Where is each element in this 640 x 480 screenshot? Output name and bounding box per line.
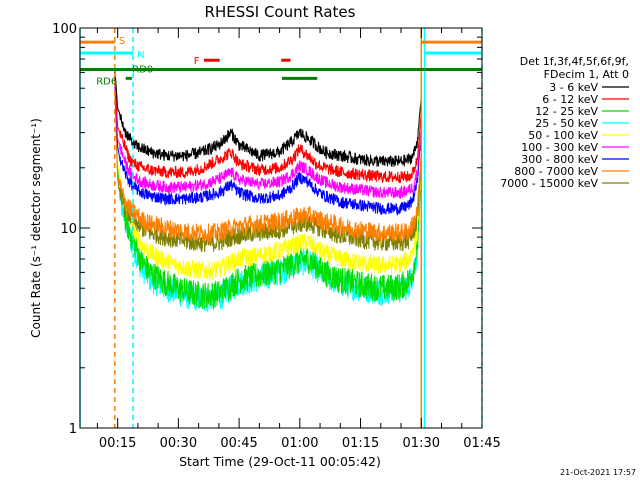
legend-label-1: 6 - 12 keV bbox=[542, 93, 598, 106]
flag-label-rd6: RD6 bbox=[96, 76, 117, 87]
series-line-6 bbox=[114, 81, 422, 216]
legend-label-2: 12 - 25 keV bbox=[535, 105, 598, 118]
x-axis-label: Start Time (29-Oct-11 00:05:42) bbox=[179, 454, 381, 469]
series-line-2 bbox=[114, 72, 422, 309]
series-line-5 bbox=[114, 78, 422, 199]
y-axis-label: Count Rate (s⁻¹ detector segment⁻¹) bbox=[29, 118, 43, 338]
series-line-7 bbox=[114, 81, 422, 243]
legend-header-line-2: FDecim 1, Att 0 bbox=[544, 68, 629, 81]
series-line-1 bbox=[114, 72, 422, 184]
legend: Det 1f,3f,4f,5f,6f,9f, FDecim 1, Att 0 3… bbox=[500, 55, 629, 190]
y-tick-label-0: 1 bbox=[69, 422, 77, 437]
legend-label-5: 100 - 300 keV bbox=[521, 141, 598, 154]
status-flags-group: S N F RD0 RD6 bbox=[80, 36, 482, 87]
legend-label-4: 50 - 100 keV bbox=[528, 129, 598, 142]
flag-label-s: S bbox=[119, 36, 125, 47]
x-tick-label-3: 01:00 bbox=[281, 436, 318, 451]
legend-label-8: 7000 - 15000 keV bbox=[500, 177, 598, 190]
generation-timestamp: 21-Oct-2021 17:57 bbox=[560, 468, 636, 477]
series-line-0 bbox=[114, 69, 422, 167]
flag-label-f: F bbox=[194, 56, 200, 67]
legend-label-6: 300 - 800 keV bbox=[521, 153, 598, 166]
flag-label-rd0: RD0 bbox=[132, 65, 153, 76]
series-line-4 bbox=[114, 76, 422, 280]
x-tick-label-1: 00:30 bbox=[160, 436, 197, 451]
legend-label-0: 3 - 6 keV bbox=[549, 81, 598, 94]
y-tick-label-2: 100 bbox=[52, 22, 77, 37]
x-tick-label-5: 01:30 bbox=[403, 436, 440, 451]
y-tick-label-1: 10 bbox=[60, 222, 77, 237]
x-tick-label-2: 00:45 bbox=[220, 436, 257, 451]
legend-label-7: 800 - 7000 keV bbox=[514, 165, 598, 178]
data-series-group bbox=[114, 69, 422, 312]
x-tick-label-4: 01:15 bbox=[342, 436, 379, 451]
legend-header-line-1: Det 1f,3f,4f,5f,6f,9f, bbox=[520, 55, 629, 68]
x-tick-label-0: 00:15 bbox=[99, 436, 136, 451]
axes-group: 1 10 100 00:15 00:30 00:45 01:00 01:15 01:30 01:4… bbox=[52, 22, 501, 451]
chart-title: RHESSI Count Rates bbox=[205, 3, 356, 21]
x-tick-label-6: 01:45 bbox=[463, 436, 500, 451]
flag-label-n: N bbox=[137, 50, 144, 61]
legend-label-3: 25 - 50 keV bbox=[535, 117, 598, 130]
